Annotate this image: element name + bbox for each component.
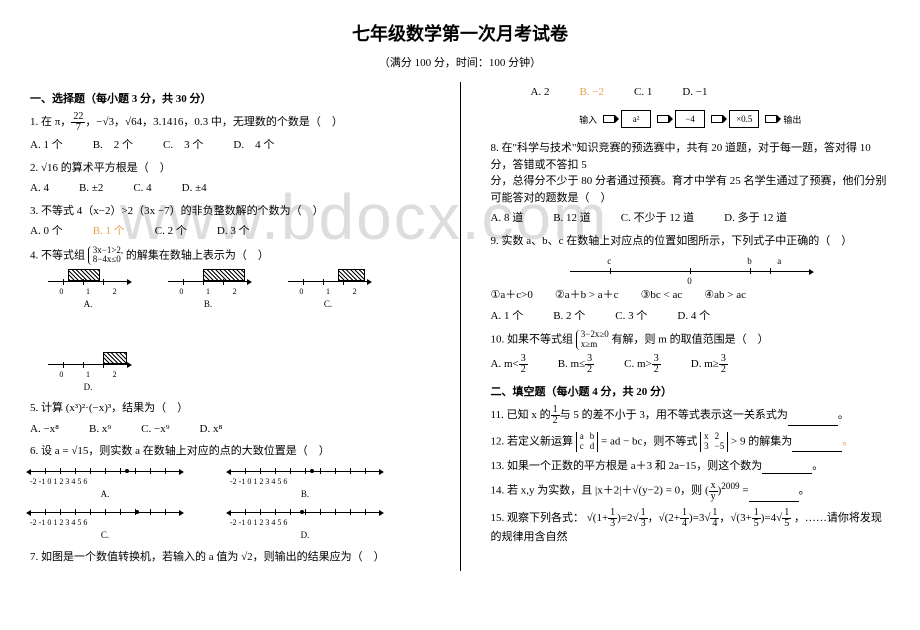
q9-b: B. 2 个 — [553, 308, 585, 325]
subtitle: （满分 100 分，时间：100 分钟） — [30, 54, 890, 70]
q3-a: A. 0 个 — [30, 223, 63, 240]
q1-a: A. 1 个 — [30, 137, 63, 154]
q12: 12. 若定义新运算 abcd = ad − bc，则不等式 x23−5 > 9… — [491, 432, 891, 452]
q7-c: C. 1 — [634, 86, 652, 98]
q1-d: D. 4 个 — [233, 137, 274, 154]
q9-numberline: c 0 b a — [560, 253, 820, 283]
q7-a: A. 2 — [531, 86, 550, 98]
q5-d: D. x⁸ — [200, 421, 223, 438]
q9-a: A. 1 个 — [491, 308, 524, 325]
q6: 6. 设 a = √15，则实数 a 在数轴上对应的点的大致位置是（ ） -2 … — [30, 443, 430, 543]
q15: 15. 观察下列各式： √(1+13)=2√13，√(2+14)=3√14，√(… — [491, 508, 891, 546]
q9-c: C. 3 个 — [615, 308, 647, 325]
q11: 11. 已知 x 的12与 5 的差不小于 3，用不等式表示这一关系式为。 — [491, 405, 891, 426]
q9-d: D. 4 个 — [677, 308, 710, 325]
q1-c: C. 3 个 — [163, 137, 203, 154]
q2-d: D. ±4 — [182, 180, 207, 197]
q9: 9. 实数 a、b、c 在数轴上对应点的位置如图所示，下列式子中正确的（ ） c… — [491, 233, 891, 325]
q1: 1. 在 π，227，−√3，√64，3.1416，0.3 中，无理数的个数是（… — [30, 112, 430, 154]
q8-c: C. 不少于 12 道 — [621, 210, 694, 227]
q7-b: B. −2 — [579, 86, 604, 98]
right-column: A. 2 B. −2 C. 1 D. −1 输入 a² −4 ×0.5 输出 8… — [491, 82, 891, 571]
q2-c: C. 4 — [133, 180, 151, 197]
q2-a: A. 4 — [30, 180, 49, 197]
q3-d: D. 3 个 — [217, 223, 250, 240]
q7: 7. 如图是一个数值转换机，若输入的 a 值为 √2，则输出的结果应为（ ） — [30, 549, 430, 566]
page-title: 七年级数学第一次月考试卷 — [30, 20, 890, 46]
q7-d: D. −1 — [682, 86, 707, 98]
q1-text-pre: 1. 在 π， — [30, 116, 71, 128]
blank — [792, 440, 842, 452]
left-column: 一、选择题（每小题 3 分，共 30 分） 1. 在 π，227，−√3，√64… — [30, 82, 430, 571]
q8-a: A. 8 道 — [491, 210, 524, 227]
q3-c: C. 2 个 — [155, 223, 187, 240]
q3: 3. 不等式 4（x−2）>2（3x −7）的非负整数解的个数为（ ） A. 0… — [30, 203, 430, 240]
q5-b: B. x⁹ — [89, 421, 111, 438]
section1-title: 一、选择题（每小题 3 分，共 30 分） — [30, 90, 430, 106]
column-divider — [460, 82, 461, 571]
q8-d: D. 多于 12 道 — [724, 210, 787, 227]
q8: 8. 在"科学与技术"知识竞赛的预选赛中，共有 20 道题，对于每一题，答对得 … — [491, 140, 891, 227]
q4: 4. 不等式组 3x−1>2,8−4x≤0 的解集在数轴上表示为（ ） 012 … — [30, 246, 430, 395]
q5-c: C. −x⁹ — [141, 421, 169, 438]
q2: 2. √16 的算术平方根是（ ） A. 4 B. ±2 C. 4 D. ±4 — [30, 160, 430, 197]
flow-diagram: 输入 a² −4 ×0.5 输出 — [491, 110, 891, 128]
q1-text-mid: ，−√3，√64，3.1416，0.3 中，无理数的个数是（ ） — [85, 116, 343, 128]
q5: 5. 计算 (x³)²·(−x)³，结果为（ ） A. −x⁸ B. x⁹ C.… — [30, 400, 430, 437]
blank — [762, 462, 812, 474]
q5-a: A. −x⁸ — [30, 421, 59, 438]
q8-b: B. 12 道 — [553, 210, 591, 227]
q14: 14. 若 x,y 为实数，且 |x＋2|＋√(y−2) = 0，则 (xy)2… — [491, 480, 891, 502]
section2-title: 二、填空题（每小题 4 分，共 20 分） — [491, 383, 891, 399]
q3-b: B. 1 个 — [93, 223, 125, 240]
blank — [749, 490, 799, 502]
q2-b: B. ±2 — [79, 180, 103, 197]
blank — [788, 414, 838, 426]
q1-b: B. 2 个 — [93, 137, 133, 154]
q10: 10. 如果不等式组 3−2x≥0x≥m 有解，则 m 的取值范围是（ ） A.… — [491, 330, 891, 375]
q13: 13. 如果一个正数的平方根是 a＋3 和 2a−15，则这个数为。 — [491, 458, 891, 475]
